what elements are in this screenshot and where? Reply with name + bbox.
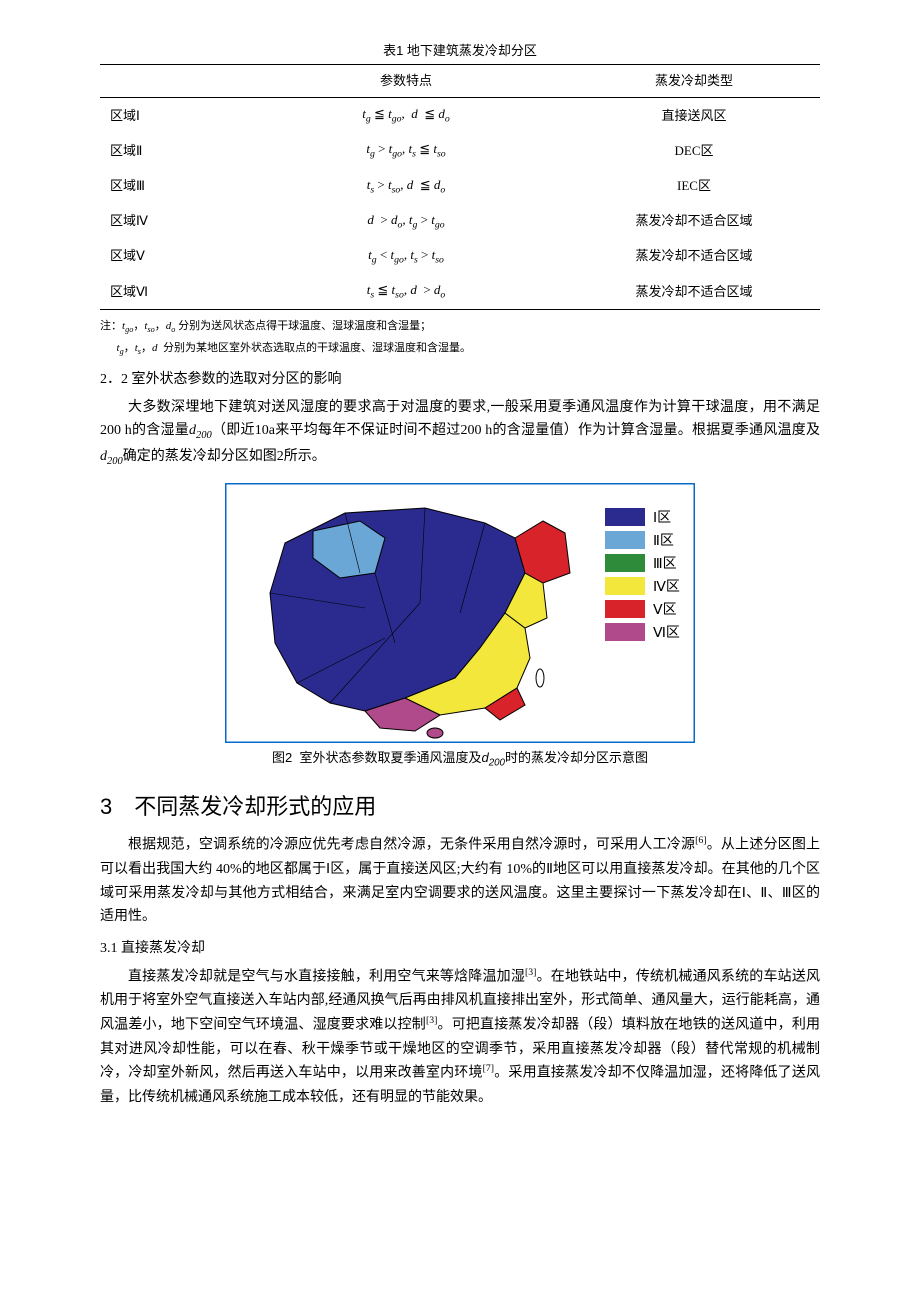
- note-prefix: 注：: [100, 320, 122, 332]
- table1-header-params: 参数特点: [244, 65, 568, 98]
- cell: 区域Ⅵ: [100, 274, 244, 310]
- legend-label: Ⅱ区: [653, 533, 674, 549]
- table1-caption: 表1 地下建筑蒸发冷却分区: [100, 40, 820, 62]
- table1-header-type: 蒸发冷却类型: [568, 65, 820, 98]
- figure2-svg: Ⅰ区 Ⅱ区 Ⅲ区 Ⅳ区 Ⅴ区 Ⅵ区: [225, 483, 695, 743]
- cell: 蒸发冷却不适合区域: [568, 239, 820, 274]
- section-3-title: 3 不同蒸发冷却形式的应用: [100, 788, 820, 825]
- cell: 直接送风区: [568, 98, 820, 134]
- table1-header-blank: [100, 65, 244, 98]
- section-2-2-para: 大多数深埋地下建筑对送风湿度的要求高于对温度的要求,一般采用夏季通风温度作为计算…: [100, 396, 820, 471]
- table-row: 区域Ⅵ ts ≦ tso, d > do 蒸发冷却不适合区域: [100, 274, 820, 310]
- cell: DEC区: [568, 133, 820, 168]
- figure2: Ⅰ区 Ⅱ区 Ⅲ区 Ⅳ区 Ⅴ区 Ⅵ区: [100, 483, 820, 743]
- figure2-caption: 图2 室外状态参数取夏季通风温度及d200时的蒸发冷却分区示意图: [100, 747, 820, 772]
- table1-note: 注：tgo，tso，do 分别为送风状态点得干球温度、湿球温度和含湿量； tg，…: [100, 316, 820, 360]
- cell: IEC区: [568, 169, 820, 204]
- cell: 区域Ⅱ: [100, 133, 244, 168]
- cell: 区域Ⅳ: [100, 204, 244, 239]
- cell: ts ≦ tso, d > do: [244, 274, 568, 310]
- cell: ts > tso, d ≦ do: [244, 169, 568, 204]
- table1: 参数特点 蒸发冷却类型 区域Ⅰ tg ≦ tgo, d ≦ do 直接送风区 区…: [100, 64, 820, 310]
- legend-label: Ⅴ区: [653, 602, 677, 618]
- section-3-1-para: 直接蒸发冷却就是空气与水直接接触，利用空气来等焓降温加湿[3]。在地铁站中，传统…: [100, 965, 820, 1110]
- section-3-para: 根据规范，空调系统的冷源应优先考虑自然冷源，无条件采用自然冷源时，可采用人工冷源…: [100, 833, 820, 929]
- legend-label: Ⅳ区: [653, 579, 680, 595]
- cell: d > do, tg > tgo: [244, 204, 568, 239]
- table-row: 区域Ⅲ ts > tso, d ≦ do IEC区: [100, 169, 820, 204]
- section-3-1-title: 3.1 直接蒸发冷却: [100, 937, 820, 961]
- table-row: 区域Ⅰ tg ≦ tgo, d ≦ do 直接送风区: [100, 98, 820, 134]
- cell: tg < tgo, ts > tso: [244, 239, 568, 274]
- cell: 区域Ⅲ: [100, 169, 244, 204]
- table-row: 区域Ⅳ d > do, tg > tgo 蒸发冷却不适合区域: [100, 204, 820, 239]
- legend-label: Ⅵ区: [653, 625, 680, 641]
- cell: 区域Ⅰ: [100, 98, 244, 134]
- cell: tg > tgo, ts ≦ tso: [244, 133, 568, 168]
- cell: 蒸发冷却不适合区域: [568, 204, 820, 239]
- cell: 区域Ⅴ: [100, 239, 244, 274]
- legend-label: Ⅲ区: [653, 556, 677, 572]
- cell: 蒸发冷却不适合区域: [568, 274, 820, 310]
- section-2-2-title: 2．2 室外状态参数的选取对分区的影响: [100, 368, 820, 392]
- table-row: 区域Ⅴ tg < tgo, ts > tso 蒸发冷却不适合区域: [100, 239, 820, 274]
- table-row: 区域Ⅱ tg > tgo, ts ≦ tso DEC区: [100, 133, 820, 168]
- legend-label: Ⅰ区: [653, 510, 671, 526]
- cell: tg ≦ tgo, d ≦ do: [244, 98, 568, 134]
